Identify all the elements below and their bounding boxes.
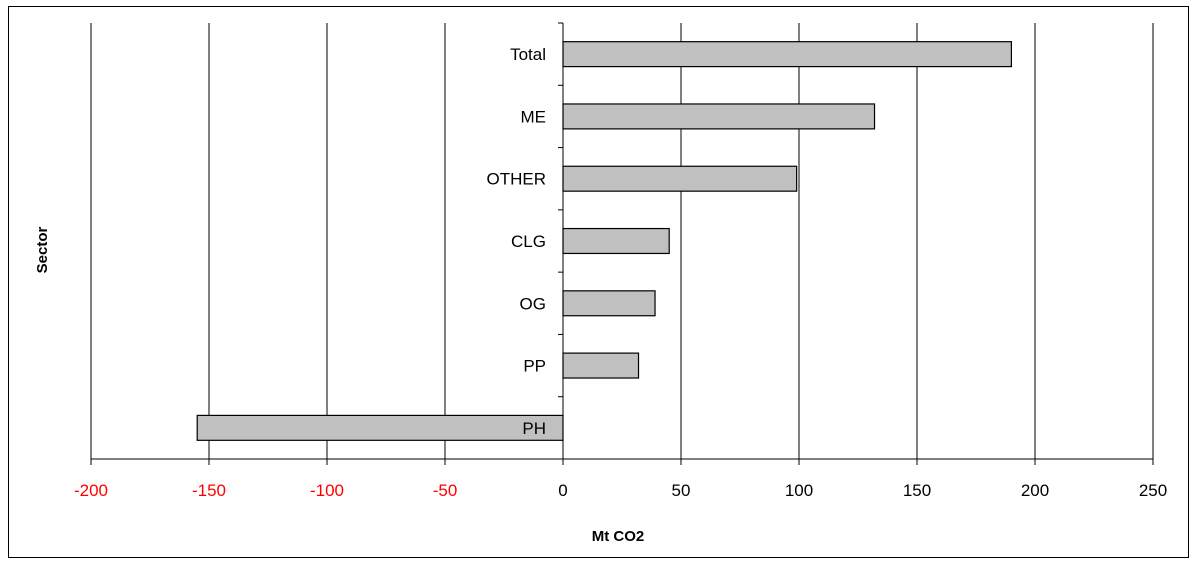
x-tick-label: 150 bbox=[903, 481, 931, 500]
y-axis-title: Sector bbox=[34, 226, 51, 273]
category-label-total: Total bbox=[510, 45, 546, 64]
category-label-og: OG bbox=[520, 294, 546, 313]
bar-me bbox=[562, 103, 876, 130]
x-tick-label: 250 bbox=[1139, 481, 1167, 500]
bar-clg bbox=[562, 227, 670, 255]
category-labels: Total ME OTHER CLG OG PP PH bbox=[487, 45, 547, 438]
category-label-ph: PH bbox=[522, 419, 546, 438]
bar-pp bbox=[562, 352, 640, 379]
x-tick-label: 50 bbox=[672, 481, 691, 500]
x-tick-label: 100 bbox=[785, 481, 813, 500]
bar-total bbox=[562, 41, 1012, 68]
x-tick-label: -50 bbox=[433, 481, 458, 500]
category-label-other: OTHER bbox=[487, 170, 547, 189]
category-label-clg: CLG bbox=[511, 232, 546, 251]
x-tick-label: -100 bbox=[310, 481, 344, 500]
chart-frame bbox=[8, 6, 1189, 558]
bar-ph bbox=[196, 414, 564, 441]
x-tick-label: -150 bbox=[192, 481, 226, 500]
category-label-pp: PP bbox=[523, 357, 546, 376]
x-tick-label: 0 bbox=[558, 481, 567, 500]
bar-other bbox=[562, 165, 798, 192]
x-axis-title: Mt CO2 bbox=[592, 528, 645, 545]
axes: -200 -150 -100 -50 0 50 100 150 200 250 bbox=[74, 22, 1167, 500]
gridlines bbox=[90, 23, 1154, 459]
x-tick-label: 200 bbox=[1021, 481, 1049, 500]
bars bbox=[196, 41, 1012, 441]
category-label-me: ME bbox=[521, 107, 547, 126]
x-tick-label: -200 bbox=[74, 481, 108, 500]
bar-og bbox=[562, 290, 656, 317]
